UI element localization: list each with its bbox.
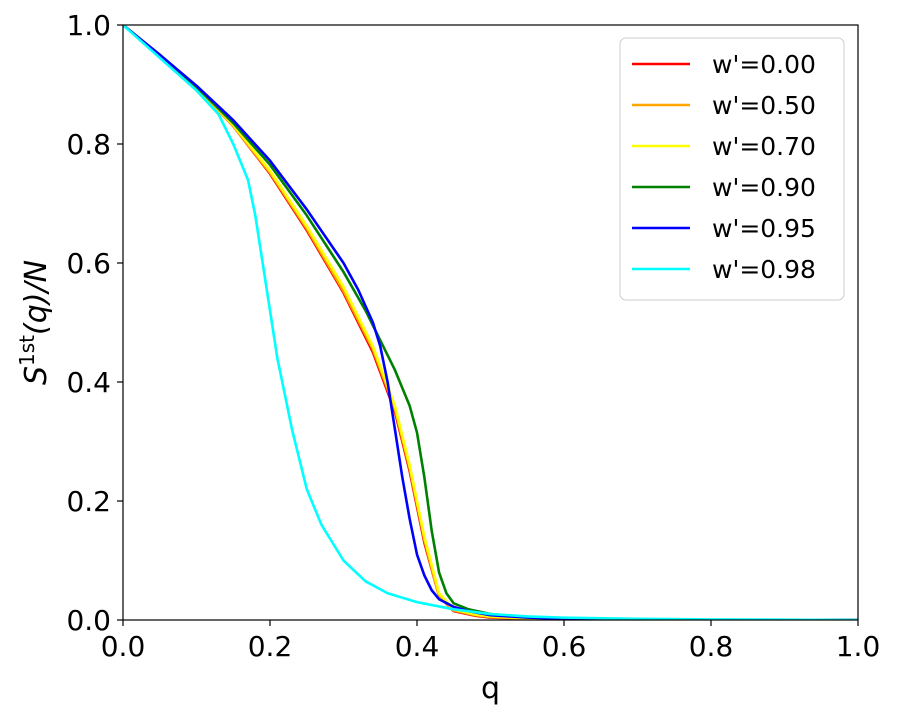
- legend-label-0: w'=0.00: [712, 50, 816, 79]
- y-tick-label: 0.0: [66, 604, 111, 637]
- legend: w'=0.00 w'=0.50 w'=0.70 w'=0.90 w'=0.95 w'=0.…: [619, 37, 845, 301]
- y-tick-label: 1.0: [66, 9, 111, 42]
- y-tick-label: 0.4: [66, 366, 111, 399]
- y-tick-label: 0.6: [66, 247, 111, 280]
- x-axis-label: q: [481, 671, 500, 706]
- legend-label-1: w'=0.50: [712, 91, 816, 120]
- x-tick-label: 0.8: [689, 630, 734, 663]
- y-tick-label: 0.8: [66, 128, 111, 161]
- x-tick-label: 0.4: [395, 630, 440, 663]
- x-tick-label: 1.0: [836, 630, 881, 663]
- x-tick-label: 0.0: [101, 630, 146, 663]
- x-tick-label: 0.2: [248, 630, 293, 663]
- y-axis-label-sup: 1st: [15, 335, 39, 366]
- series-layer: [123, 25, 858, 620]
- x-tick-label: 0.6: [542, 630, 587, 663]
- legend-label-3: w'=0.90: [712, 173, 816, 202]
- legend-label-4: w'=0.95: [712, 214, 816, 243]
- y-axis-label-base: S: [19, 366, 54, 385]
- plot-frame: [122, 24, 859, 621]
- y-axis-label-tail: (q)/N: [19, 260, 54, 335]
- ticks-layer: 0.0 0.2 0.4 0.6 0.8 1.0 0.0 0.2 0.4 0.6 0.8 1.0: [66, 9, 880, 663]
- legend-label-2: w'=0.70: [712, 132, 816, 161]
- series-line-5: [123, 25, 858, 620]
- y-tick-label: 0.2: [66, 485, 111, 518]
- y-axis-label: S1st(q)/N: [15, 260, 54, 385]
- legend-label-5: w'=0.98: [712, 255, 816, 284]
- legend-box: [619, 37, 845, 301]
